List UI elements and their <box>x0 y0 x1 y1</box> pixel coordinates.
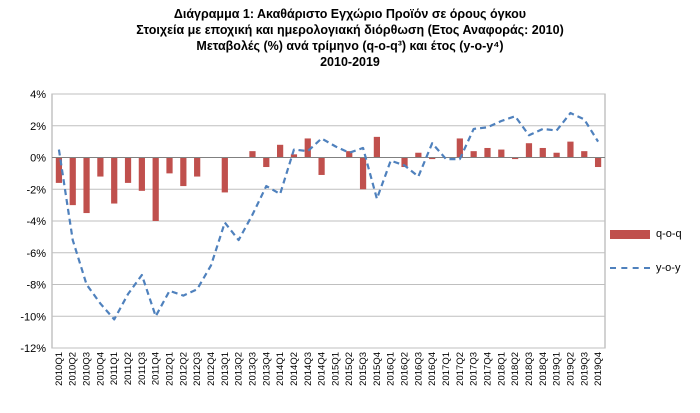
bar-qoq <box>69 157 76 206</box>
x-tick-label: 2016Q4 <box>427 352 438 386</box>
x-tick-label: 2015Q1 <box>330 352 341 386</box>
x-tick-label: 2011Q2 <box>123 352 134 385</box>
bar-qoq <box>166 157 173 174</box>
y-tick-label: -4% <box>26 216 46 228</box>
x-tick-label: 2017Q1 <box>441 352 452 386</box>
bar-qoq <box>553 152 560 158</box>
legend-item-qoq: q-o-q <box>610 224 682 244</box>
bar-qoq <box>456 138 463 158</box>
bar-qoq <box>359 157 367 190</box>
x-tick-label: 2017Q3 <box>469 352 480 386</box>
legend-label-yoy: y-o-y <box>656 262 681 274</box>
title-line-2: Στοιχεία με εποχική και ημερολογιακή διό… <box>136 23 564 37</box>
bar-qoq <box>318 157 325 175</box>
x-tick-label: 2017Q2 <box>455 352 466 386</box>
title-line-1: Διάγραμμα 1: Ακαθάριστο Εγχώριο Προϊόν σ… <box>173 7 527 21</box>
x-tick-label: 2015Q4 <box>372 352 383 386</box>
bar-qoq <box>470 151 477 158</box>
y-tick-label: 0% <box>30 153 46 165</box>
x-tick-label: 2019Q1 <box>552 352 563 386</box>
y-tick-label: 2% <box>30 121 46 133</box>
bar-qoq <box>429 157 436 160</box>
legend-swatch-qoq <box>610 229 650 239</box>
bar-qoq <box>180 157 187 187</box>
y-tick-label: -6% <box>26 248 46 260</box>
bar-qoq <box>304 138 311 158</box>
x-tick-label: 2012Q3 <box>192 352 203 386</box>
y-tick-label: -8% <box>26 280 46 292</box>
x-tick-label: 2016Q2 <box>400 352 411 386</box>
bar-qoq <box>249 151 256 158</box>
chart-title: Διάγραμμα 1: Ακαθάριστο Εγχώριο Προϊόν σ… <box>0 6 700 70</box>
title-line-3: Μεταβολές (%) ανά τρίμηνο (q-o-q³) και έ… <box>196 39 504 53</box>
x-tick-label: 2013Q1 <box>220 352 231 386</box>
x-tick-label: 2011Q1 <box>109 352 120 385</box>
x-tick-label: 2010Q1 <box>54 352 65 386</box>
x-tick-label: 2012Q4 <box>206 352 217 386</box>
x-tick-label: 2013Q2 <box>234 352 245 386</box>
x-tick-label: 2013Q4 <box>261 352 272 386</box>
bar-qoq <box>567 141 574 158</box>
y-tick-label: -12% <box>20 343 46 355</box>
title-line-4: 2010-2019 <box>320 55 380 69</box>
x-tick-label: 2012Q1 <box>165 352 176 386</box>
x-tick-label: 2017Q4 <box>482 352 493 386</box>
bar-qoq <box>277 144 284 158</box>
bar-qoq <box>138 157 145 191</box>
bar-qoq <box>401 157 408 168</box>
bar-qoq <box>111 157 118 204</box>
x-tick-label: 2014Q1 <box>275 352 286 386</box>
bar-qoq <box>594 157 602 168</box>
x-tick-label: 2013Q3 <box>247 352 258 386</box>
x-tick-label: 2016Q1 <box>386 352 397 386</box>
y-tick-label: -2% <box>26 184 46 196</box>
x-tick-label: 2010Q2 <box>68 352 79 386</box>
x-tick-label: 2019Q3 <box>579 352 590 386</box>
bar-qoq <box>194 157 201 177</box>
legend-swatch-yoy <box>610 267 650 269</box>
y-tick-label: 4% <box>30 89 46 101</box>
bar-qoq <box>525 143 533 158</box>
legend-item-yoy: y-o-y <box>610 258 682 278</box>
bar-qoq <box>290 154 298 158</box>
x-tick-label: 2014Q2 <box>289 352 300 386</box>
bar-qoq <box>373 136 380 158</box>
bar-qoq <box>124 157 132 183</box>
x-tick-label: 2014Q4 <box>317 352 328 386</box>
bar-qoq <box>97 157 104 177</box>
x-tick-label: 2018Q1 <box>496 352 507 386</box>
bar-qoq <box>263 157 270 168</box>
x-tick-label: 2011Q3 <box>137 352 148 385</box>
x-tick-label: 2016Q3 <box>413 352 424 386</box>
x-tick-label: 2018Q2 <box>510 352 521 386</box>
x-tick-label: 2010Q3 <box>82 352 93 386</box>
bar-qoq <box>152 157 159 221</box>
bar-qoq <box>484 147 491 158</box>
bar-qoq <box>539 147 546 158</box>
line-yoy <box>57 111 600 321</box>
x-tick-label: 2014Q3 <box>303 352 314 386</box>
x-tick-label: 2015Q2 <box>344 352 355 386</box>
bar-qoq <box>512 157 519 160</box>
x-tick-label: 2019Q4 <box>593 352 604 386</box>
x-tick-label: 2012Q2 <box>178 352 189 386</box>
bar-qoq <box>55 157 63 183</box>
y-tick-label: -10% <box>20 311 46 323</box>
x-tick-label: 2018Q4 <box>538 352 549 386</box>
bar-qoq <box>83 157 90 214</box>
legend-label-qoq: q-o-q <box>656 228 682 240</box>
legend: q-o-q y-o-y <box>610 224 682 292</box>
x-tick-label: 2018Q3 <box>524 352 535 386</box>
bar-qoq <box>415 152 422 158</box>
x-tick-label: 2010Q4 <box>95 352 106 386</box>
bar-qoq <box>221 157 228 193</box>
x-tick-label: 2019Q2 <box>565 352 576 386</box>
x-tick-label: 2011Q4 <box>151 352 162 385</box>
bar-qoq <box>581 151 588 158</box>
x-tick-label: 2015Q3 <box>358 352 369 386</box>
bar-qoq <box>498 149 505 158</box>
bar-qoq <box>346 151 353 158</box>
